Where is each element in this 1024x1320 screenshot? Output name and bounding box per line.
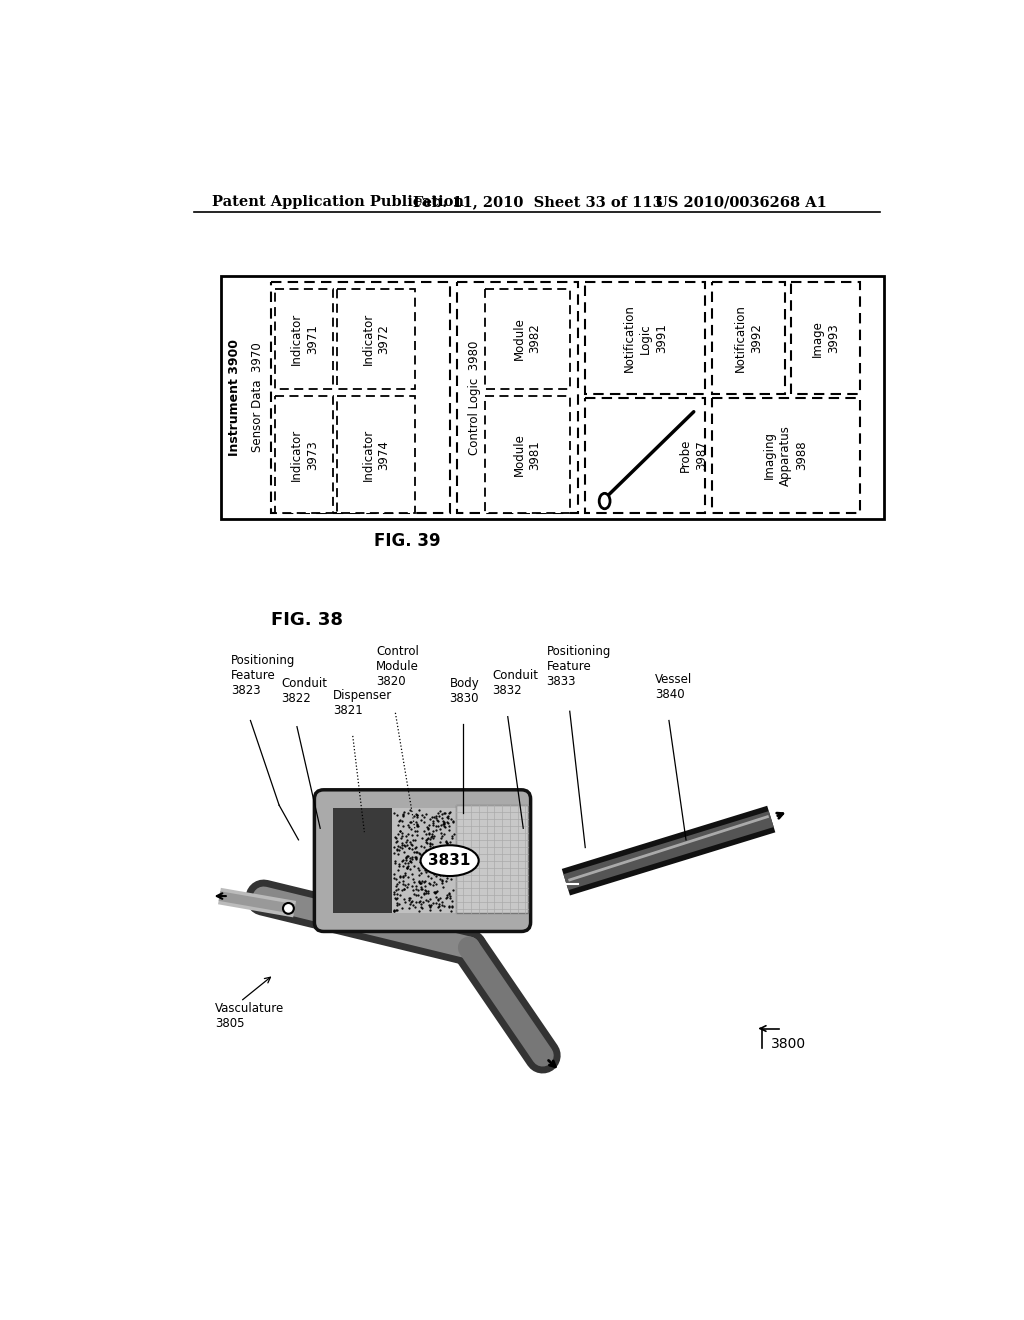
- Text: Feb. 11, 2010  Sheet 33 of 113: Feb. 11, 2010 Sheet 33 of 113: [414, 195, 663, 210]
- Text: Notification
Logic
3991: Notification Logic 3991: [623, 304, 668, 372]
- Bar: [271, 282, 450, 512]
- Text: Indicator
3973: Indicator 3973: [290, 429, 318, 480]
- Bar: [275, 396, 334, 513]
- Text: Conduit
3832: Conduit 3832: [493, 669, 539, 697]
- Bar: [275, 289, 334, 388]
- FancyBboxPatch shape: [392, 808, 456, 913]
- Text: Control Logic  3980: Control Logic 3980: [468, 341, 481, 454]
- Text: Conduit
3822: Conduit 3822: [282, 677, 328, 705]
- Bar: [337, 289, 415, 388]
- Ellipse shape: [421, 845, 478, 876]
- Text: Indicator
3972: Indicator 3972: [361, 313, 390, 364]
- Text: Notification
3992: Notification 3992: [734, 304, 763, 372]
- Bar: [712, 397, 859, 512]
- Text: Image
3993: Image 3993: [811, 319, 840, 356]
- Text: Indicator
3971: Indicator 3971: [290, 313, 318, 364]
- Bar: [458, 282, 578, 512]
- FancyBboxPatch shape: [314, 789, 530, 932]
- Text: Dispenser
3821: Dispenser 3821: [334, 689, 392, 717]
- Text: US 2010/0036268 A1: US 2010/0036268 A1: [655, 195, 826, 210]
- Text: 3831: 3831: [428, 853, 471, 869]
- Text: Instrument 3900: Instrument 3900: [227, 339, 241, 455]
- Text: Vessel
3840: Vessel 3840: [655, 673, 692, 701]
- Bar: [484, 396, 569, 513]
- Text: Imaging
Apparatus
3988: Imaging Apparatus 3988: [763, 425, 808, 486]
- Bar: [337, 396, 415, 513]
- Text: Module
3981: Module 3981: [513, 433, 542, 477]
- Bar: [586, 397, 706, 512]
- Text: Module
3982: Module 3982: [513, 317, 542, 360]
- Bar: [586, 282, 706, 395]
- Text: Body
3830: Body 3830: [450, 677, 479, 705]
- Bar: [792, 282, 859, 395]
- Text: Vasculature
3805: Vasculature 3805: [215, 1002, 284, 1030]
- Bar: [712, 282, 785, 395]
- Text: Patent Application Publication: Patent Application Publication: [212, 195, 464, 210]
- Text: Sensor Data  3970: Sensor Data 3970: [251, 343, 264, 453]
- Bar: [484, 289, 569, 388]
- Text: 3800: 3800: [771, 1038, 806, 1051]
- Text: Indicator
3974: Indicator 3974: [361, 429, 390, 480]
- Text: FIG. 38: FIG. 38: [271, 611, 343, 630]
- Text: Positioning
Feature
3823: Positioning Feature 3823: [231, 655, 296, 697]
- FancyBboxPatch shape: [456, 805, 528, 913]
- FancyBboxPatch shape: [333, 808, 392, 913]
- Circle shape: [283, 903, 294, 913]
- Bar: [221, 276, 884, 519]
- Text: Control
Module
3820: Control Module 3820: [376, 645, 419, 688]
- Text: FIG. 39: FIG. 39: [374, 532, 440, 550]
- Text: Probe
3987: Probe 3987: [679, 438, 709, 473]
- Text: Positioning
Feature
3833: Positioning Feature 3833: [547, 645, 611, 688]
- Ellipse shape: [599, 494, 610, 508]
